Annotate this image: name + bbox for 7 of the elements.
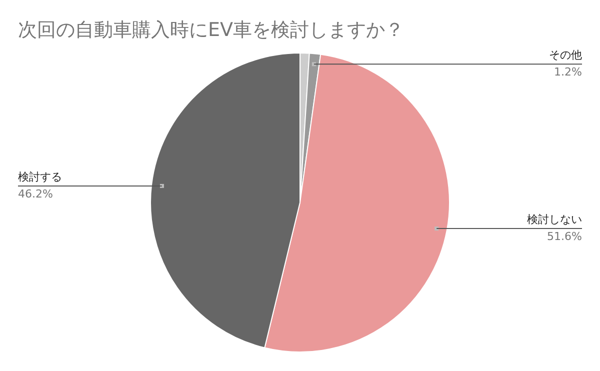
data-label: 51.6% [547,230,582,243]
slice-label: 検討する [18,170,62,184]
chart-title: 次回の自動車購入時にEV車を検討しますか？ [18,19,404,41]
slice-label: その他 [549,48,582,62]
slice-label: 検討しない [527,212,582,226]
data-label: 46.2% [18,187,53,200]
data-label: 1.2% [554,66,582,79]
